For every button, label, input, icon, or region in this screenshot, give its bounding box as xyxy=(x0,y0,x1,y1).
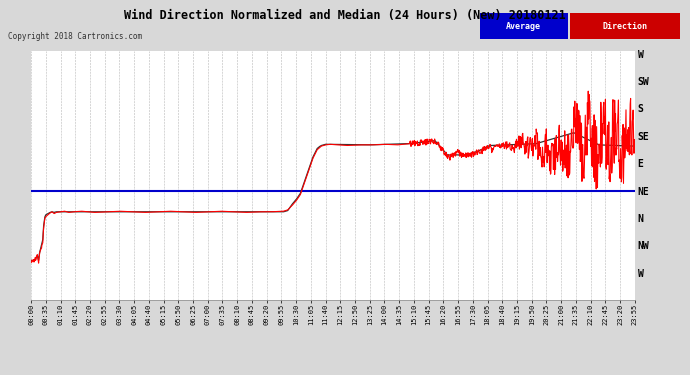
Bar xyxy=(569,13,680,39)
Text: Wind Direction Normalized and Median (24 Hours) (New) 20180121: Wind Direction Normalized and Median (24… xyxy=(124,9,566,22)
Bar xyxy=(480,13,568,39)
Text: Copyright 2018 Cartronics.com: Copyright 2018 Cartronics.com xyxy=(8,32,142,41)
Text: Direction: Direction xyxy=(602,22,647,31)
Text: Average: Average xyxy=(506,22,541,31)
